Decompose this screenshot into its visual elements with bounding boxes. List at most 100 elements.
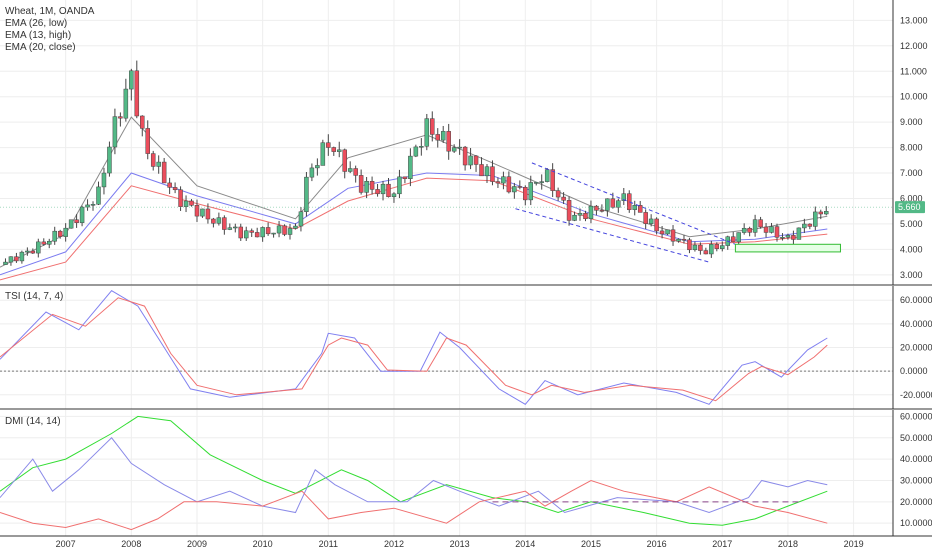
candle-up[interactable] — [19, 251, 25, 262]
candle-up[interactable] — [720, 245, 725, 249]
candle-down[interactable] — [254, 232, 260, 238]
candle-down[interactable] — [643, 212, 648, 224]
candle-down[interactable] — [375, 189, 380, 195]
channel-lower-trendline[interactable] — [515, 208, 710, 263]
candle-down[interactable] — [561, 196, 566, 201]
support-zone-rectangle[interactable] — [734, 243, 841, 253]
candle-up[interactable] — [769, 226, 774, 233]
candle-down[interactable] — [479, 164, 484, 177]
candle-down[interactable] — [386, 183, 391, 198]
candle-down[interactable] — [714, 244, 720, 249]
candle-up[interactable] — [68, 219, 74, 229]
candle-up[interactable] — [79, 206, 85, 223]
candle-up[interactable] — [129, 70, 134, 90]
dmi-pane[interactable]: 60.0000 50.0000 40.0000 30.0000 20.0000 10.00… — [0, 410, 932, 537]
candle-down[interactable] — [594, 205, 599, 211]
candle-up[interactable] — [227, 227, 233, 230]
candle-up[interactable] — [577, 212, 583, 216]
candle-down[interactable] — [326, 142, 331, 148]
candle-down[interactable] — [659, 230, 665, 235]
candle-up[interactable] — [63, 227, 68, 237]
candle-up[interactable] — [25, 250, 30, 253]
candle-down[interactable] — [555, 190, 561, 198]
candle-up[interactable] — [823, 211, 829, 215]
candle-down[interactable] — [550, 169, 555, 191]
candle-up[interactable] — [501, 176, 506, 184]
candle-up[interactable] — [200, 208, 205, 217]
candle-down[interactable] — [161, 161, 167, 184]
candle-down[interactable] — [189, 200, 194, 206]
candle-down[interactable] — [462, 146, 468, 166]
candle-down[interactable] — [402, 176, 408, 179]
candle-up[interactable] — [484, 166, 490, 177]
candle-down[interactable] — [14, 256, 19, 262]
candle-down[interactable] — [167, 182, 172, 188]
candle-up[interactable] — [616, 200, 621, 208]
candle-down[interactable] — [446, 131, 451, 152]
candle-down[interactable] — [583, 212, 588, 220]
candle-up[interactable] — [337, 149, 342, 152]
candle-up[interactable] — [572, 214, 577, 221]
candle-down[interactable] — [818, 211, 824, 215]
candle-up[interactable] — [52, 230, 57, 242]
candle-up[interactable] — [107, 146, 112, 174]
candle-up[interactable] — [451, 147, 457, 152]
candle-down[interactable] — [610, 198, 616, 208]
candle-up[interactable] — [588, 205, 594, 220]
candle-down[interactable] — [172, 187, 178, 191]
candle-down[interactable] — [791, 235, 796, 240]
candle-down[interactable] — [118, 116, 123, 119]
candle-up[interactable] — [665, 229, 670, 235]
candle-down[interactable] — [637, 205, 643, 213]
candle-up[interactable] — [457, 146, 462, 149]
candle-down[interactable] — [145, 128, 150, 154]
candle-down[interactable] — [205, 208, 211, 220]
candle-down[interactable] — [222, 217, 227, 230]
candle-down[interactable] — [342, 149, 347, 172]
candle-up[interactable] — [528, 182, 534, 201]
candle-down[interactable] — [730, 236, 736, 243]
candle-down[interactable] — [807, 223, 813, 227]
candle-up[interactable] — [539, 181, 544, 183]
candle-up[interactable] — [90, 204, 96, 206]
candle-up[interactable] — [709, 244, 714, 255]
candle-up[interactable] — [320, 142, 326, 166]
candle-down[interactable] — [194, 205, 200, 217]
candle-up[interactable] — [780, 236, 785, 239]
candle-up[interactable] — [813, 211, 818, 227]
candle-down[interactable] — [473, 155, 479, 165]
candle-up[interactable] — [315, 165, 320, 169]
candle-down[interactable] — [747, 227, 752, 233]
candle-up[interactable] — [293, 225, 298, 229]
candle-up[interactable] — [621, 193, 627, 201]
candle-up[interactable] — [741, 227, 747, 233]
candle-down[interactable] — [523, 186, 528, 201]
candle-down[interactable] — [490, 166, 495, 182]
candle-up[interactable] — [397, 176, 402, 195]
channel-upper-trendline[interactable] — [531, 162, 736, 245]
candle-down[interactable] — [681, 238, 687, 241]
candle-up[interactable] — [692, 244, 698, 251]
candle-up[interactable] — [632, 205, 637, 210]
candle-down[interactable] — [57, 230, 63, 237]
candle-down[interactable] — [249, 230, 254, 233]
candle-up[interactable] — [648, 218, 654, 224]
candle-up[interactable] — [752, 219, 758, 233]
candle-up[interactable] — [96, 186, 101, 205]
candle-up[interactable] — [309, 167, 315, 178]
candle-up[interactable] — [8, 256, 14, 263]
candle-down[interactable] — [763, 226, 769, 233]
candle-up[interactable] — [233, 226, 238, 229]
price-pane[interactable]: 3.000 4.000 5.000 6.000 7.000 8.000 9.000 10.00… — [0, 0, 932, 286]
tsi-pane[interactable]: 60.0000 40.0000 20.0000 0.0000 -20.0000 — [0, 286, 932, 410]
candle-up[interactable] — [419, 146, 424, 148]
candle-up[interactable] — [676, 238, 681, 242]
candle-up[interactable] — [36, 241, 41, 254]
candle-down[interactable] — [150, 153, 156, 167]
candle-up[interactable] — [424, 118, 430, 147]
candle-up[interactable] — [287, 228, 293, 235]
candle-up[interactable] — [276, 225, 282, 234]
candle-up[interactable] — [544, 169, 550, 182]
candle-up[interactable] — [468, 155, 473, 166]
candle-up[interactable] — [101, 172, 107, 188]
